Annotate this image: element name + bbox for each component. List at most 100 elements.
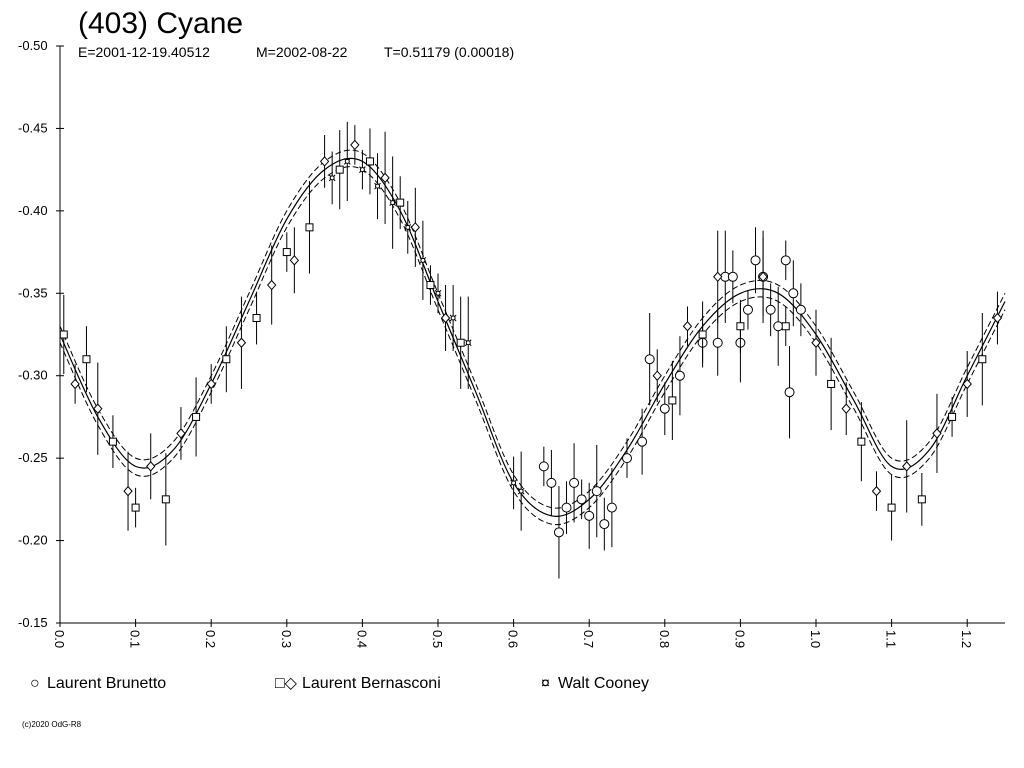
data-point <box>410 222 420 233</box>
data-point <box>871 485 882 497</box>
fit-curve <box>59 149 1006 526</box>
data-point-center <box>375 183 381 189</box>
data-point <box>380 172 390 184</box>
x-tick-label: 0.0 <box>52 630 67 648</box>
data-point <box>765 304 776 315</box>
data-point-center <box>465 340 471 346</box>
y-tick-label: -0.25 <box>18 450 48 465</box>
data-point <box>811 337 821 348</box>
data-point <box>267 279 277 291</box>
y-tick-label: -0.30 <box>18 368 48 383</box>
data-point <box>857 437 866 446</box>
legend-symbol: ○ <box>30 675 40 692</box>
data-point <box>236 337 247 348</box>
data-point-center <box>450 315 456 321</box>
legend-label: Laurent Bernasconi <box>302 675 441 692</box>
data-point <box>161 495 170 504</box>
data-point-center <box>359 167 365 173</box>
x-tick-label: 0.2 <box>203 630 218 648</box>
x-tick-label: 0.9 <box>732 630 747 648</box>
legend-item-brunetto: ○ Laurent Brunetto <box>30 675 166 692</box>
data-point <box>82 355 91 364</box>
mid-date-label: M=2002-08-22 <box>256 44 348 60</box>
data-point-center <box>344 158 350 164</box>
x-tick-label: 1.2 <box>959 630 974 648</box>
data-point <box>750 255 761 266</box>
data-point <box>546 477 557 488</box>
data-point <box>781 322 790 331</box>
data-point <box>576 494 587 505</box>
data-point <box>962 378 972 390</box>
data-point <box>440 312 451 324</box>
y-tick-label: -0.35 <box>18 285 48 300</box>
legend-item-bernasconi: □◇ Laurent Bernasconi <box>275 675 441 692</box>
data-point-center <box>435 290 441 296</box>
data-point <box>668 396 677 405</box>
data-point <box>365 157 374 166</box>
data-point <box>70 378 80 390</box>
series-laurent-bernasconi <box>59 125 1003 546</box>
legend-item-cooney: ¤ Walt Cooney <box>541 675 649 692</box>
data-point <box>917 495 926 504</box>
data-point <box>932 428 942 439</box>
legend-symbol: ¤ <box>541 675 550 692</box>
data-point <box>887 503 896 512</box>
data-point <box>335 165 344 174</box>
legend-symbol: □◇ <box>275 675 298 692</box>
data-point <box>698 330 707 339</box>
x-tick-label: 0.1 <box>128 630 143 648</box>
fit-curve-main <box>59 157 1006 517</box>
data-point <box>795 304 806 315</box>
data-point-center <box>420 257 426 263</box>
fit-curve-upper <box>59 166 1006 526</box>
data-point <box>350 139 360 151</box>
data-point <box>902 461 912 472</box>
data-point <box>569 477 580 488</box>
data-point-center <box>511 480 517 486</box>
data-point <box>319 156 330 167</box>
data-point <box>305 223 314 232</box>
data-point <box>978 355 987 364</box>
data-point <box>192 412 201 421</box>
data-point <box>644 354 655 365</box>
data-point <box>788 288 799 299</box>
x-tick-label: 0.4 <box>354 630 369 648</box>
epoch-label: E=2001-12-19.40512 <box>78 44 210 60</box>
x-tick-label: 0.3 <box>279 630 294 648</box>
data-point <box>222 355 231 364</box>
data-point <box>727 271 738 282</box>
data-point <box>736 322 745 331</box>
x-tick-label: 0.6 <box>506 630 521 648</box>
data-point <box>637 436 648 447</box>
fit-curve-lower <box>59 149 1006 509</box>
axes: -0.50 -0.45 -0.40 -0.35 -0.30 -0.25 -0.20 -0.15… <box>18 38 1005 648</box>
data-point <box>591 486 602 497</box>
data-point <box>758 271 768 283</box>
data-point <box>146 461 156 472</box>
data-point <box>59 330 68 339</box>
data-point <box>780 255 791 266</box>
data-point <box>606 502 617 513</box>
y-tick-label: -0.50 <box>18 38 48 53</box>
series-walt-cooney <box>328 121 525 531</box>
data-point <box>282 248 291 257</box>
data-point <box>584 510 595 521</box>
data-point <box>426 281 435 290</box>
data-point <box>712 337 723 348</box>
legend-label: Walt Cooney <box>558 675 649 692</box>
data-point <box>252 314 261 323</box>
x-tick-label: 0.5 <box>430 630 445 648</box>
data-point <box>652 370 662 381</box>
y-tick-label: -0.40 <box>18 203 48 218</box>
data-point-center <box>390 200 396 206</box>
x-tick-label: 0.8 <box>657 630 672 648</box>
data-point <box>123 485 133 497</box>
data-point <box>206 378 216 390</box>
data-point <box>176 428 186 439</box>
data-point <box>456 338 465 347</box>
legend: ○ Laurent Brunetto □◇ Laurent Bernasconi… <box>30 675 649 692</box>
data-point <box>674 370 685 381</box>
data-point-center <box>329 175 335 181</box>
data-point <box>108 437 117 446</box>
data-point <box>622 453 632 464</box>
